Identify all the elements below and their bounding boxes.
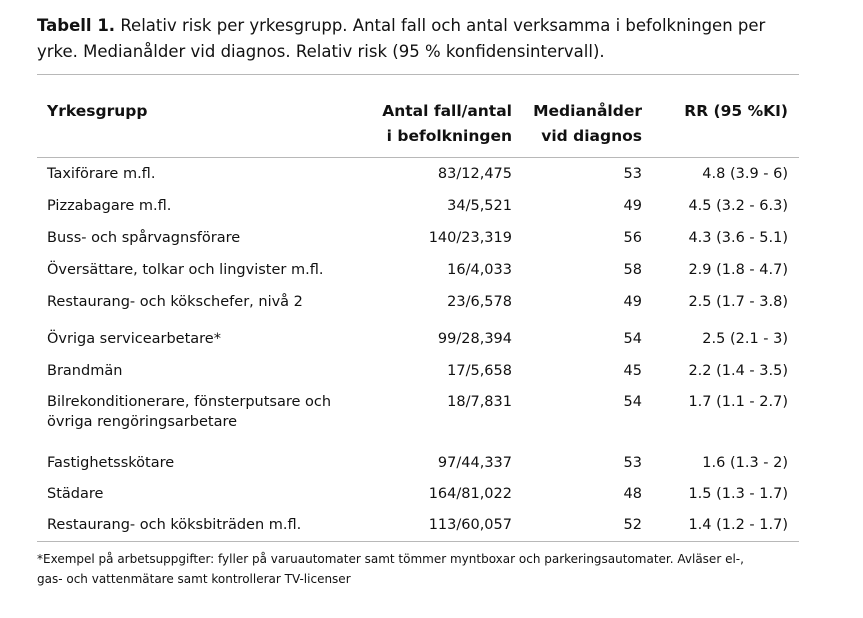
occupation-cell: Restaurang- och köksbiträden m.fl. [47, 517, 302, 533]
header-median-age: Medianålder vid diagnos [533, 99, 642, 149]
header-age-line1: Medianålder [533, 102, 642, 120]
median-age-cell: 56 [623, 230, 642, 246]
header-occupation: Yrkesgrupp [47, 102, 148, 120]
median-age-cell: 53 [623, 166, 642, 182]
relative-risk-cell: 2.5 (2.1 - 3) [702, 331, 788, 347]
header-cases: Antal fall/antal i befolkningen [382, 99, 512, 149]
median-age-cell: 49 [623, 198, 642, 214]
caption-label: Tabell 1. [37, 16, 116, 35]
header-divider [37, 157, 799, 158]
occupation-cell: Restaurang- och kökschefer, nivå 2 [47, 294, 303, 310]
footnote-line1: *Exempel på arbetsuppgifter: fyller på v… [37, 552, 744, 566]
caption-text-line1: Relativ risk per yrkesgrupp. Antal fall … [115, 16, 766, 35]
header-age-line2: vid diagnos [541, 127, 642, 145]
cases-cell: 23/6,578 [447, 294, 512, 310]
header-cases-line1: Antal fall/antal [382, 102, 512, 120]
occupation-cell: Brandmän [47, 363, 123, 379]
cases-cell: 83/12,475 [437, 166, 512, 182]
relative-risk-cell: 2.2 (1.4 - 3.5) [688, 363, 788, 379]
relative-risk-cell: 2.9 (1.8 - 4.7) [688, 262, 788, 278]
occupation-cell: Taxiförare m.fl. [47, 166, 156, 182]
median-age-cell: 54 [623, 394, 642, 410]
cases-cell: 16/4,033 [447, 262, 512, 278]
table-caption: Tabell 1. Relativ risk per yrkesgrupp. A… [37, 13, 817, 65]
median-age-cell: 45 [623, 363, 642, 379]
median-age-cell: 49 [623, 294, 642, 310]
relative-risk-cell: 1.5 (1.3 - 1.7) [688, 486, 788, 502]
occupation-cell: Bilrekonditionerare, fönsterputsare och … [47, 392, 347, 432]
header-relative-risk: RR (95 %KI) [684, 102, 788, 120]
cases-cell: 18/7,831 [447, 394, 512, 410]
relative-risk-cell: 1.6 (1.3 - 2) [702, 455, 788, 471]
cases-cell: 113/60,057 [428, 517, 512, 533]
occupation-cell: Fastighetsskötare [47, 455, 175, 471]
occupation-cell: Övriga servicearbetare* [47, 331, 221, 347]
median-age-cell: 53 [623, 455, 642, 471]
occupation-cell: Städare [47, 486, 104, 502]
footnote-line2: gas- och vattenmätare samt kontrollerar … [37, 572, 351, 586]
median-age-cell: 58 [623, 262, 642, 278]
relative-risk-cell: 4.8 (3.9 - 6) [702, 166, 788, 182]
occupation-cell: Buss- och spårvagnsförare [47, 230, 241, 246]
relative-risk-cell: 4.3 (3.6 - 5.1) [688, 230, 788, 246]
cases-cell: 99/28,394 [437, 331, 512, 347]
cases-cell: 34/5,521 [447, 198, 512, 214]
cases-cell: 97/44,337 [437, 455, 512, 471]
median-age-cell: 48 [623, 486, 642, 502]
occupation-cell: Översättare, tolkar och lingvister m.fl. [47, 262, 324, 278]
median-age-cell: 52 [623, 517, 642, 533]
occupation-cell: Pizzabagare m.fl. [47, 198, 172, 214]
relative-risk-cell: 2.5 (1.7 - 3.8) [688, 294, 788, 310]
footnote: *Exempel på arbetsuppgifter: fyller på v… [37, 549, 797, 589]
occupation-line2: övriga rengöringsarbetare [47, 414, 238, 430]
relative-risk-cell: 1.4 (1.2 - 1.7) [688, 517, 788, 533]
cases-cell: 164/81,022 [428, 486, 512, 502]
caption-text-line2: yrke. Medianålder vid diagnos. Relativ r… [37, 42, 605, 61]
table-bottom-divider [37, 541, 799, 542]
median-age-cell: 54 [623, 331, 642, 347]
cases-cell: 17/5,658 [447, 363, 512, 379]
table-top-divider [37, 74, 799, 75]
header-cases-line2: i befolkningen [386, 127, 512, 145]
relative-risk-cell: 1.7 (1.1 - 2.7) [688, 394, 788, 410]
cases-cell: 140/23,319 [428, 230, 512, 246]
relative-risk-cell: 4.5 (3.2 - 6.3) [688, 198, 788, 214]
occupation-line1: Bilrekonditionerare, fönsterputsare och [47, 394, 332, 410]
